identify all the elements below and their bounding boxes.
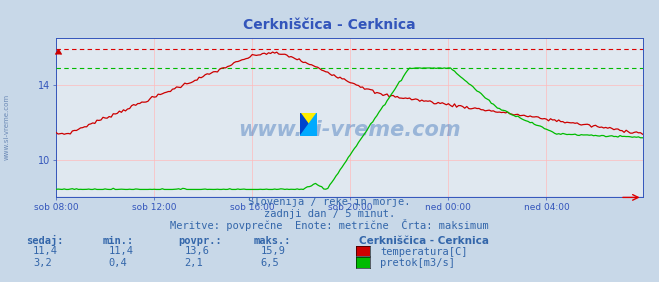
Text: www.si-vreme.com: www.si-vreme.com xyxy=(3,94,10,160)
Text: Meritve: povprečne  Enote: metrične  Črta: maksimum: Meritve: povprečne Enote: metrične Črta:… xyxy=(170,219,489,231)
Text: sedaj:: sedaj: xyxy=(26,235,64,246)
Text: min.:: min.: xyxy=(102,236,133,246)
Text: 0,4: 0,4 xyxy=(109,258,127,268)
Text: Cerkniščica - Cerknica: Cerkniščica - Cerknica xyxy=(359,236,489,246)
Text: zadnji dan / 5 minut.: zadnji dan / 5 minut. xyxy=(264,209,395,219)
Text: 2,1: 2,1 xyxy=(185,258,203,268)
Text: povpr.:: povpr.: xyxy=(178,236,221,246)
Text: 11,4: 11,4 xyxy=(33,246,58,256)
Text: 13,6: 13,6 xyxy=(185,246,210,256)
Text: Cerkniščica - Cerknica: Cerkniščica - Cerknica xyxy=(243,18,416,32)
Text: 15,9: 15,9 xyxy=(260,246,285,256)
Text: maks.:: maks.: xyxy=(254,236,291,246)
Text: 11,4: 11,4 xyxy=(109,246,134,256)
Text: www.si-vreme.com: www.si-vreme.com xyxy=(238,120,461,140)
Text: pretok[m3/s]: pretok[m3/s] xyxy=(380,258,455,268)
Text: Slovenija / reke in morje.: Slovenija / reke in morje. xyxy=(248,197,411,207)
Text: temperatura[C]: temperatura[C] xyxy=(380,246,468,257)
Text: 6,5: 6,5 xyxy=(260,258,279,268)
Text: 3,2: 3,2 xyxy=(33,258,51,268)
